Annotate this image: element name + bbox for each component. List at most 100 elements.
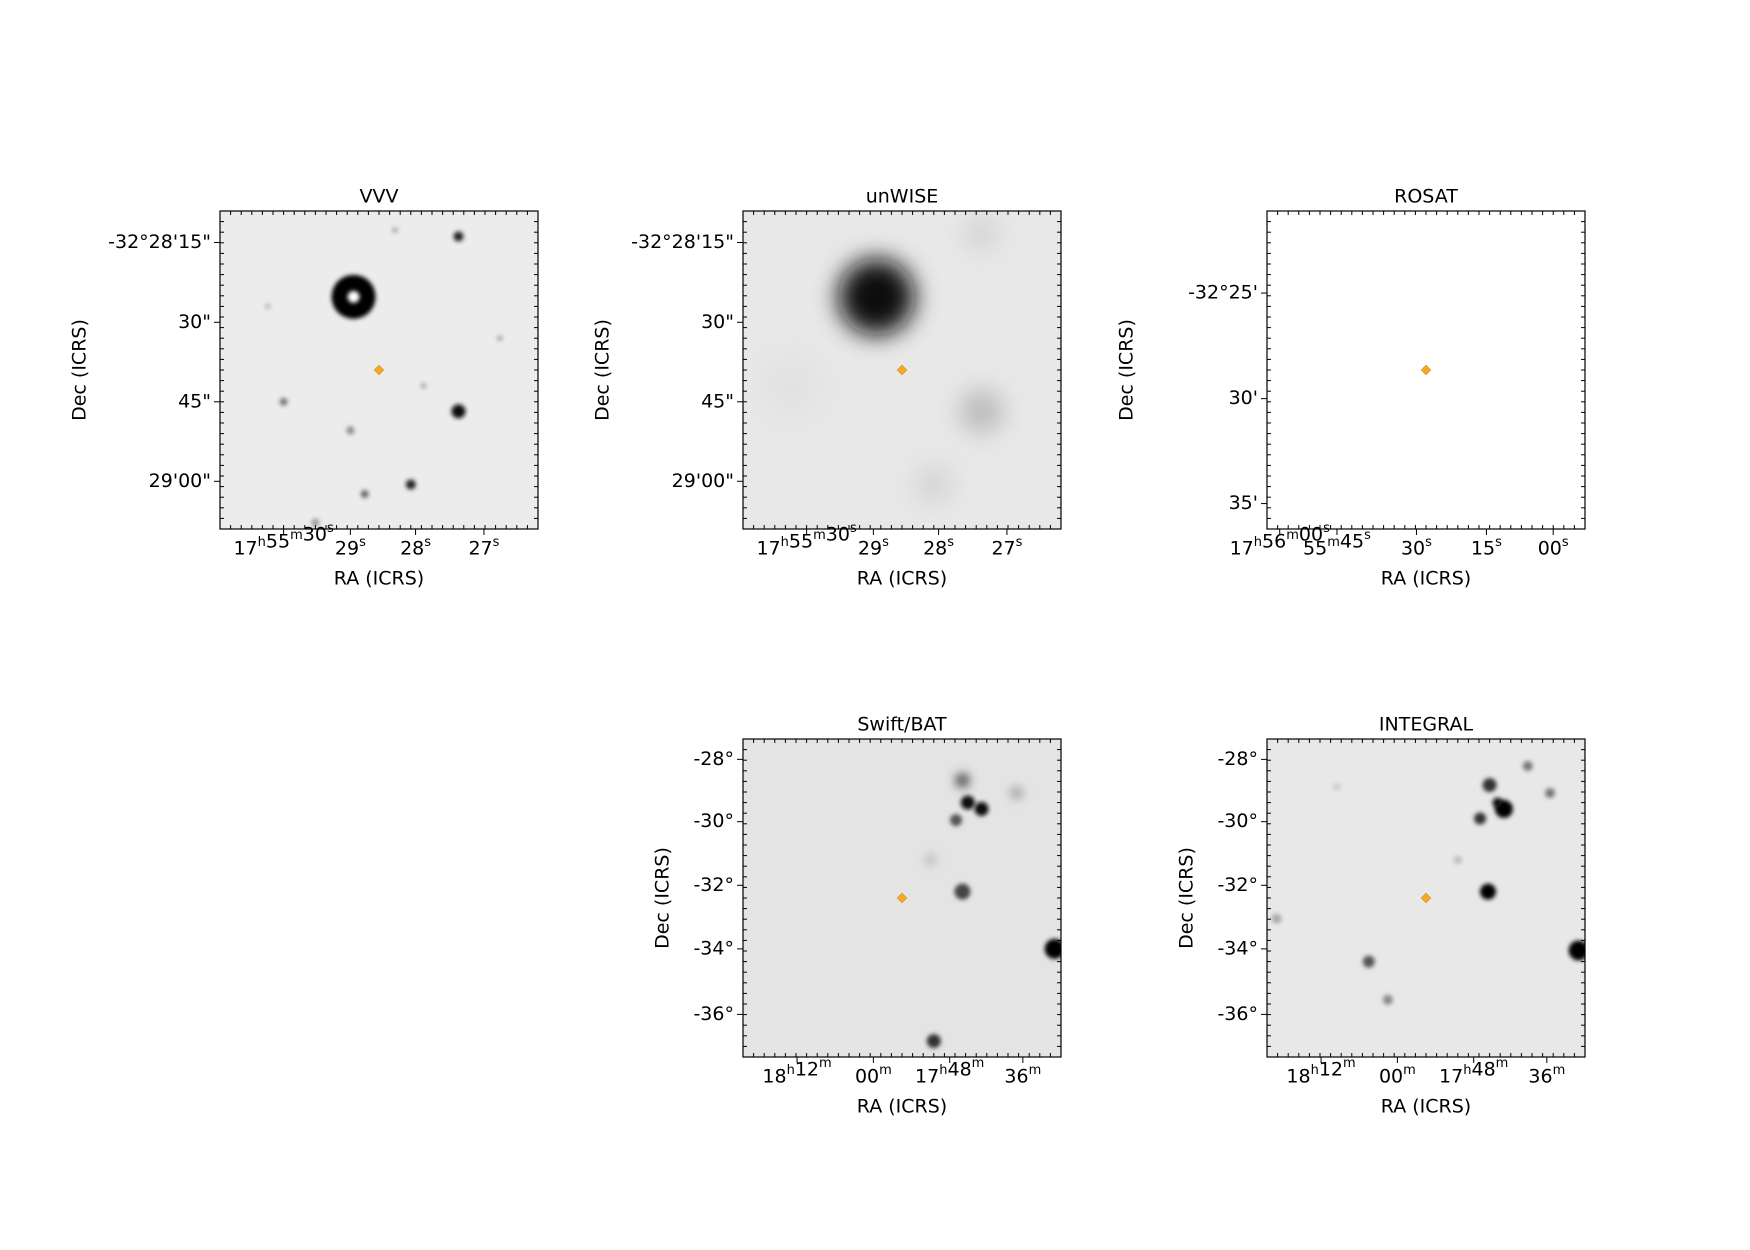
source <box>1492 797 1503 808</box>
x-tick-label: 15s <box>1471 535 1502 560</box>
x-tick-label: 00m <box>1379 1063 1416 1088</box>
y-tick-label: -34° <box>693 937 734 959</box>
x-axis-label: RA (ICRS) <box>334 568 424 590</box>
y-tick-label: 45" <box>701 390 734 412</box>
y-tick-label: -36° <box>1217 1003 1258 1025</box>
x-axis-label: RA (ICRS) <box>857 568 947 590</box>
source <box>1545 788 1556 799</box>
source <box>926 1034 941 1049</box>
source <box>925 854 936 865</box>
source <box>1474 812 1487 825</box>
panel: 18h12m 00m 17h48m 36m -28° -30° -32° -34° -36° Sw… <box>652 714 1062 1118</box>
source <box>838 258 915 335</box>
source <box>1271 913 1282 924</box>
y-axis-label: Dec (ICRS) <box>652 847 674 949</box>
source <box>1044 938 1061 959</box>
source <box>959 389 1004 434</box>
source <box>311 518 320 527</box>
x-tick-label: 28s <box>400 535 431 560</box>
y-tick-label: -30° <box>1217 810 1258 832</box>
source <box>1480 883 1497 900</box>
y-tick-label: 29'00" <box>672 470 734 492</box>
y-tick-label: -36° <box>693 1003 734 1025</box>
y-tick-label: -32°28'15" <box>108 231 211 253</box>
source <box>955 773 970 788</box>
source <box>960 795 975 810</box>
y-tick-label: 35' <box>1229 492 1258 514</box>
source <box>1453 855 1462 864</box>
y-tick-label: 30' <box>1229 387 1258 409</box>
y-tick-label: -28° <box>693 748 734 770</box>
x-tick-label: 00s <box>1538 535 1569 560</box>
x-tick-label: 00m <box>855 1063 892 1088</box>
target-marker <box>896 892 908 904</box>
target-marker <box>896 364 908 376</box>
source <box>264 303 271 310</box>
source <box>360 490 369 499</box>
source <box>1482 778 1497 793</box>
source <box>1010 787 1023 800</box>
source <box>913 464 954 505</box>
panel-title: ROSAT <box>1394 186 1458 208</box>
source <box>954 883 971 900</box>
y-axis-label: Dec (ICRS) <box>592 319 614 421</box>
y-axis-label: Dec (ICRS) <box>1176 847 1198 949</box>
x-tick-label: 30s <box>1401 535 1432 560</box>
x-tick-label: 29s <box>858 535 889 560</box>
y-tick-label: 45" <box>178 390 211 412</box>
x-tick-label: 27s <box>991 535 1022 560</box>
y-tick-label: -34° <box>1217 937 1258 959</box>
source <box>420 382 427 389</box>
y-tick-label: -32°28'15" <box>631 231 734 253</box>
x-tick-label: 18h12m <box>1286 1056 1355 1088</box>
x-axis-label: RA (ICRS) <box>857 1096 947 1118</box>
panel-title: INTEGRAL <box>1379 714 1474 736</box>
y-tick-label: 30" <box>701 311 734 333</box>
source <box>405 479 416 490</box>
y-tick-label: -30° <box>693 810 734 832</box>
x-tick-label: 27s <box>468 535 499 560</box>
x-tick-label: 28s <box>923 535 954 560</box>
y-axis-label: Dec (ICRS) <box>69 319 91 421</box>
source <box>1382 994 1393 1005</box>
y-tick-label: -32°25' <box>1188 282 1258 304</box>
x-tick-label: 36m <box>1004 1063 1041 1088</box>
source <box>279 397 288 406</box>
source <box>451 404 466 419</box>
panel-title: unWISE <box>866 186 939 208</box>
source <box>1362 955 1375 968</box>
x-tick-label: 18h12m <box>762 1056 831 1088</box>
x-tick-label: 17h48m <box>915 1056 984 1088</box>
y-tick-label: 30" <box>178 311 211 333</box>
x-tick-label: 36m <box>1528 1063 1565 1088</box>
source <box>950 814 963 827</box>
source <box>346 426 355 435</box>
source <box>1568 940 1585 961</box>
source <box>1332 782 1341 791</box>
x-axis-label: RA (ICRS) <box>1381 1096 1471 1118</box>
source <box>974 801 989 816</box>
y-tick-label: -32° <box>693 874 734 896</box>
y-tick-label: 29'00" <box>149 470 211 492</box>
y-tick-label: -28° <box>1217 748 1258 770</box>
x-axis-label: RA (ICRS) <box>1381 568 1471 590</box>
source <box>1522 761 1533 772</box>
x-tick-label: 17h48m <box>1439 1056 1508 1088</box>
source <box>765 360 816 411</box>
source <box>453 231 464 242</box>
y-tick-label: -32° <box>1217 874 1258 896</box>
source <box>496 335 503 342</box>
target-marker <box>1420 364 1432 376</box>
panel: 18h12m 00m 17h48m 36m -28° -30° -32° -34° -36° IN… <box>1176 714 1586 1118</box>
source <box>963 215 1000 252</box>
x-tick-label: 29s <box>335 535 366 560</box>
panel-title: Swift/BAT <box>857 714 947 736</box>
target-marker <box>1420 892 1432 904</box>
y-axis-label: Dec (ICRS) <box>1116 319 1138 421</box>
source-core <box>347 290 360 303</box>
panel-title: VVV <box>360 186 399 208</box>
